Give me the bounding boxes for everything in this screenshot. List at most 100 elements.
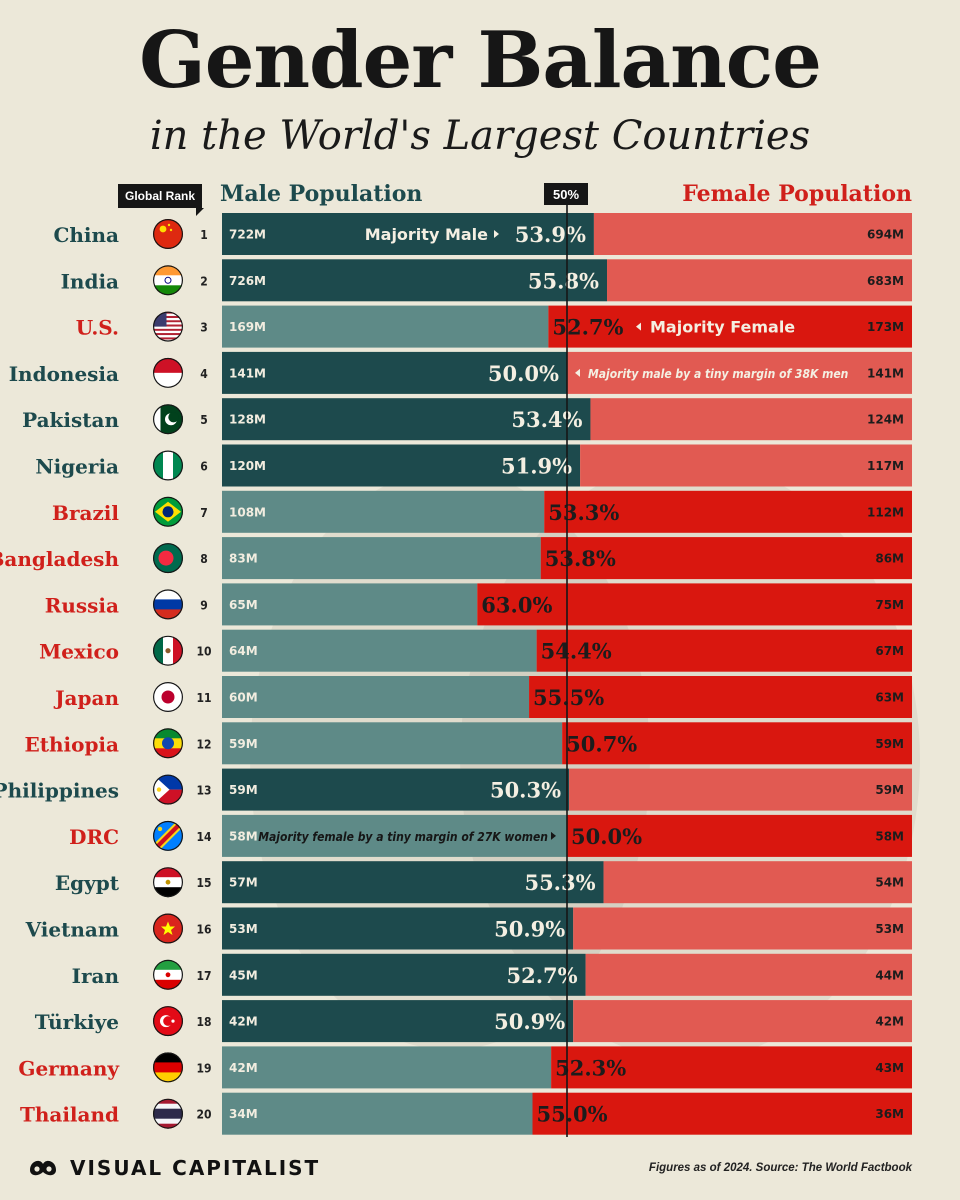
- country-label: Japan: [53, 686, 119, 710]
- female-population-value: 58M: [875, 829, 904, 843]
- female-population-value: 42M: [875, 1015, 904, 1029]
- male-bar: [222, 1046, 552, 1089]
- majority-female-annotation: Majority Female: [650, 318, 795, 337]
- bangladesh-flag-icon: [153, 543, 183, 574]
- female-population-value: 43M: [875, 1061, 904, 1075]
- country-label: Iran: [72, 964, 120, 988]
- tiny-margin-women-annotation: Majority female by a tiny margin of 27K …: [258, 830, 548, 844]
- turkiye-flag-icon: [153, 1006, 183, 1037]
- male-population-value: 83M: [229, 552, 258, 566]
- country-label: Mexico: [39, 640, 119, 664]
- male-bar: [222, 814, 567, 857]
- male-population-value: 58M: [229, 829, 258, 843]
- rank-number: 9: [200, 598, 208, 612]
- male-bar: [222, 1000, 574, 1043]
- male-bar: [222, 953, 586, 996]
- majority-percentage-label: 50.0%: [488, 361, 559, 386]
- page-subtitle: in the World's Largest Countries: [149, 113, 811, 159]
- nigeria-flag-icon: [153, 450, 183, 481]
- male-bar: [222, 861, 604, 904]
- male-bar: [222, 213, 594, 255]
- female-bar: [569, 768, 912, 811]
- drc-flag-icon: [153, 820, 183, 851]
- male-population-value: 120M: [229, 459, 266, 473]
- male-population-value: 141M: [229, 366, 266, 380]
- female-population-value: 63M: [875, 691, 904, 705]
- female-bar: [593, 213, 912, 255]
- male-population-value: 45M: [229, 968, 258, 982]
- country-label: Brazil: [52, 501, 119, 525]
- male-bar: [222, 907, 574, 950]
- majority-percentage-label: 55.8%: [528, 268, 599, 293]
- majority-percentage-label: 53.3%: [548, 500, 619, 525]
- female-bar: [573, 907, 912, 950]
- us-flag-icon: [153, 311, 183, 342]
- rank-number: 17: [196, 969, 211, 983]
- country-label: Egypt: [55, 871, 120, 895]
- majority-male-annotation: Majority Male: [365, 225, 488, 244]
- rank-number: 10: [196, 645, 211, 659]
- female-population-value: 173M: [867, 320, 904, 334]
- rank-number: 14: [196, 830, 212, 844]
- female-population-value: 59M: [875, 783, 904, 797]
- country-label: Indonesia: [9, 362, 119, 386]
- indonesia-flag-icon: [153, 357, 183, 388]
- visual-capitalist-logo: VISUAL CAPITALIST: [28, 1156, 320, 1180]
- rank-number: 12: [196, 737, 211, 751]
- country-label: Russia: [45, 593, 119, 617]
- female-population-value: 54M: [875, 876, 904, 890]
- male-bar: [222, 259, 608, 302]
- male-population-value: 42M: [229, 1015, 258, 1029]
- rank-number: 13: [196, 784, 211, 798]
- female-bar: [540, 537, 912, 580]
- male-population-value: 64M: [229, 644, 258, 658]
- male-bar: [222, 398, 591, 441]
- female-bar: [562, 722, 912, 765]
- male-population-value: 59M: [229, 783, 258, 797]
- rank-number: 3: [200, 321, 208, 335]
- male-population-value: 169M: [229, 320, 266, 334]
- male-bar: [222, 722, 563, 765]
- male-population-value: 53M: [229, 922, 258, 936]
- majority-percentage-label: 55.0%: [537, 1102, 608, 1127]
- country-label: U.S.: [76, 316, 119, 340]
- brand-name: VISUAL CAPITALIST: [70, 1156, 321, 1180]
- majority-percentage-label: 50.9%: [494, 917, 565, 942]
- male-bar: [222, 629, 537, 672]
- majority-percentage-label: 51.9%: [501, 454, 572, 479]
- rank-number: 20: [196, 1108, 211, 1122]
- fifty-percent-marker-label: 50%: [544, 183, 588, 205]
- male-population-value: 34M: [229, 1107, 258, 1121]
- female-bar: [536, 629, 912, 672]
- female-bar: [607, 259, 912, 302]
- female-population-value: 53M: [875, 922, 904, 936]
- male-bar: [222, 676, 530, 718]
- female-bar: [585, 953, 912, 996]
- global-rank-header: Global Rank: [118, 184, 204, 216]
- majority-percentage-label: 52.7%: [507, 963, 578, 988]
- female-bar: [573, 1000, 912, 1043]
- male-bar: [222, 351, 567, 394]
- female-population-value: 59M: [875, 737, 904, 751]
- japan-flag-icon: [153, 682, 183, 712]
- rank-number: 16: [196, 923, 211, 937]
- male-population-value: 60M: [229, 691, 258, 705]
- brazil-flag-icon: [153, 496, 183, 527]
- majority-percentage-label: 53.8%: [545, 546, 616, 571]
- male-population-value: 726M: [229, 274, 266, 288]
- country-label: Ethiopia: [24, 732, 119, 756]
- male-population-value: 42M: [229, 1061, 258, 1075]
- rank-number: 5: [200, 413, 208, 427]
- female-bar: [548, 305, 912, 348]
- rank-number: 15: [196, 876, 211, 890]
- female-bar: [477, 583, 912, 626]
- country-label: India: [61, 269, 119, 293]
- majority-percentage-label: 50.0%: [571, 824, 642, 849]
- male-population-value: 108M: [229, 505, 266, 519]
- rank-number: 7: [200, 506, 208, 520]
- male-bar: [222, 444, 581, 487]
- annotation-arrow-icon: [551, 831, 556, 840]
- rank-number: 6: [200, 460, 208, 474]
- female-population-value: 67M: [875, 644, 904, 658]
- female-bar: [551, 1046, 912, 1089]
